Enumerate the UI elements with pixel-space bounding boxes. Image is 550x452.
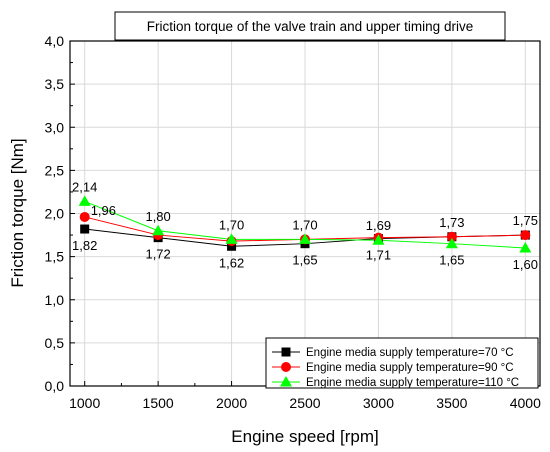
data-label: 2,14	[72, 179, 97, 194]
data-label: 1,70	[292, 217, 317, 232]
data-label: 1,82	[72, 238, 97, 253]
x-tick-label: 2500	[289, 395, 320, 411]
data-label: 1,73	[439, 215, 464, 230]
data-point-series-3	[225, 233, 238, 244]
data-point-series-1	[80, 224, 90, 234]
data-label: 1,70	[219, 217, 244, 232]
data-label: 1,80	[145, 209, 170, 224]
x-tick-label: 1500	[143, 395, 174, 411]
data-label: 1,69	[366, 218, 391, 233]
x-tick-label: 4000	[510, 395, 541, 411]
series-group	[78, 195, 532, 253]
data-label: 1,72	[145, 247, 170, 262]
data-label: 1,60	[513, 257, 538, 272]
y-tick-label: 4,0	[45, 33, 65, 49]
data-point-series-3	[372, 234, 385, 245]
title-frame	[114, 11, 506, 41]
legend-marker-3	[280, 376, 292, 387]
data-point-series-3	[299, 233, 311, 244]
legend-label-1: Engine media supply temperature=70 °C	[306, 347, 514, 359]
data-point-series-3	[445, 237, 458, 249]
data-point-series-2	[520, 230, 531, 241]
x-tick-label: 1000	[69, 395, 100, 411]
data-label: 1,75	[513, 213, 538, 228]
y-tick-label: 0,0	[45, 378, 65, 394]
data-point-series-3	[152, 224, 165, 236]
data-label: 1,96	[91, 203, 116, 218]
data-label: 1,65	[292, 253, 317, 268]
chart-title: Friction torque of the valve train and u…	[147, 19, 473, 34]
y-tick-label: 3,0	[45, 119, 65, 135]
legend-marker-2	[281, 362, 291, 372]
y-tick-label: 1,0	[45, 292, 65, 308]
y-tick-label: 0,5	[45, 335, 65, 351]
x-tick-label: 3000	[363, 395, 394, 411]
data-point-series-2	[79, 211, 90, 222]
data-point-series-2	[446, 231, 457, 242]
legend-label-2: Engine media supply temperature=90 °C	[306, 362, 514, 374]
chart-title-box: Friction torque of the valve train and u…	[114, 11, 506, 41]
data-point-series-3	[78, 195, 91, 206]
legend-marker-1	[281, 347, 291, 357]
data-labels: 2,14 1,96 1,82 1,80 1,72 1,70 1,62 1,70 1,65 1,69…	[72, 179, 538, 272]
data-label: 1,62	[219, 255, 244, 270]
legend-label-3: Engine media supply temperature=110 °C	[306, 377, 519, 389]
y-tick-label: 1,5	[45, 249, 65, 265]
x-axis-title: Engine speed [rpm]	[231, 427, 378, 446]
data-point-series-1	[227, 241, 237, 251]
data-label: 1,65	[439, 253, 464, 268]
data-point-series-3	[519, 242, 532, 253]
axis-ticks: 0,0 0,5 1,0 1,5 2,0 2,5 3,0 3,5 4,0 1000 1500 2000 2…	[45, 33, 542, 411]
data-label: 1,71	[366, 248, 391, 263]
y-tick-label: 2,5	[45, 162, 65, 178]
y-tick-label: 3,5	[45, 76, 65, 92]
legend-frame	[265, 337, 539, 389]
y-axis-title: Friction torque [Nm]	[8, 138, 27, 287]
x-tick-label: 3500	[436, 395, 467, 411]
x-tick-label: 2000	[216, 395, 247, 411]
y-tick-label: 2,0	[45, 206, 65, 222]
legend: Engine media supply temperature=70 °C Eng…	[265, 337, 539, 389]
